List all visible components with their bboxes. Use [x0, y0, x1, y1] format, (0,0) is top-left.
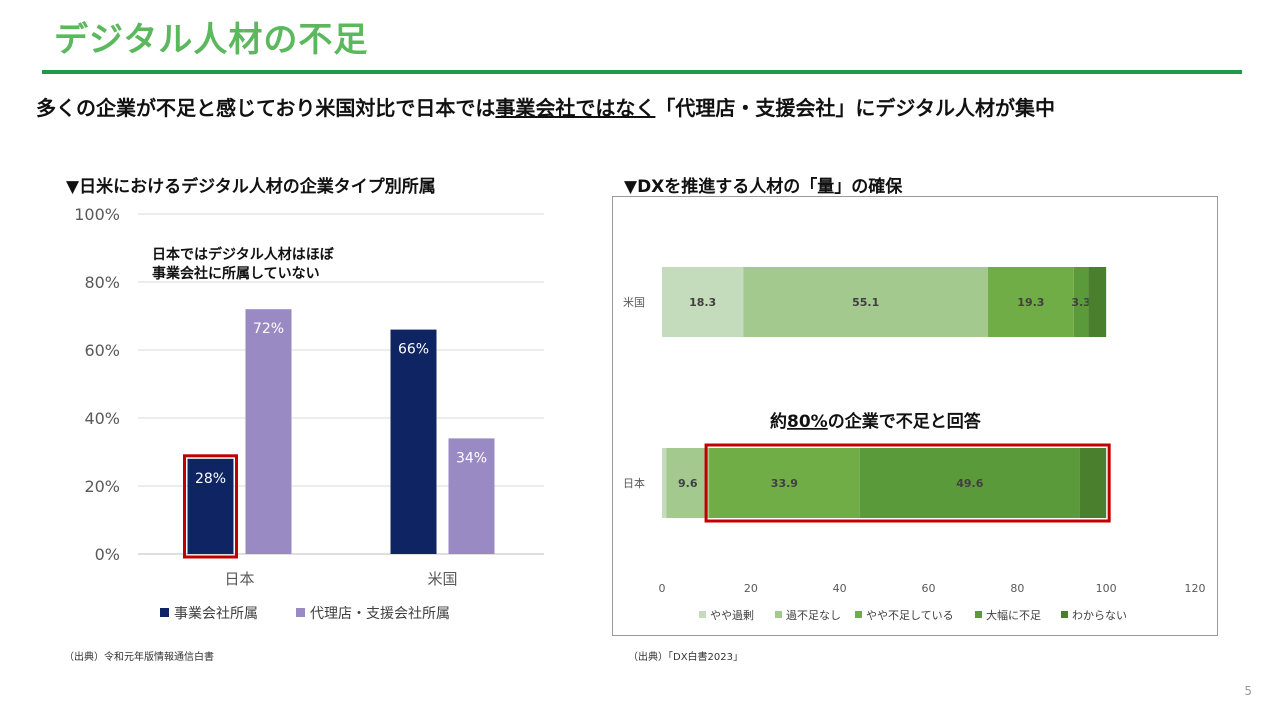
bar-data-label: 66%	[398, 342, 429, 358]
segment-data-label: 55.1	[852, 296, 879, 309]
x-tick-label: 120	[1185, 582, 1206, 595]
stacked-segment	[743, 267, 989, 337]
legend-swatch	[160, 608, 169, 617]
subtitle-part2: 「代理店・支援会社」にデジタル人材が集中	[655, 96, 1056, 120]
right-chart-heading: ▼DXを推進する人材の「量」の確保	[624, 177, 903, 197]
segment-data-label: 3.3	[1071, 296, 1091, 309]
highlight-box	[183, 454, 238, 559]
bar	[245, 309, 292, 554]
bar	[390, 329, 437, 554]
segment-data-label: 49.6	[956, 477, 983, 490]
y-tick-label: 40%	[84, 409, 120, 428]
callout-prefix: 約	[770, 411, 787, 432]
stacked-segment	[859, 448, 1080, 518]
callout-text: 約80%の企業で不足と回答	[770, 411, 982, 432]
bar	[187, 458, 234, 554]
legend-swatch	[296, 608, 305, 617]
right-source: （出典）「DX白書2023」	[628, 652, 743, 663]
legend-label: 大幅に不足	[986, 608, 1041, 622]
segment-data-label: 33.9	[771, 477, 798, 490]
legend-label: やや不足している	[866, 609, 954, 622]
stacked-segment	[662, 448, 667, 518]
legend-label: 過不足なし	[786, 609, 841, 622]
legend-swatch	[775, 611, 782, 618]
y-tick-label: 100%	[74, 205, 120, 224]
legend-label: 事業会社所属	[174, 606, 258, 622]
legend-swatch	[855, 611, 862, 618]
segment-data-label: 9.6	[678, 477, 698, 490]
page-title: デジタル人材の不足	[54, 20, 369, 60]
bar-data-label: 34%	[456, 450, 487, 466]
stacked-segment	[666, 448, 710, 518]
page-number: 5	[1244, 684, 1252, 698]
callout-underlined: 80%	[787, 412, 828, 432]
legend-swatch	[975, 611, 982, 618]
stacked-segment	[1073, 267, 1089, 337]
x-tick-label: 40	[833, 582, 847, 595]
stacked-segment	[662, 267, 744, 337]
y-tick-label: 60%	[84, 341, 120, 360]
subtitle-underlined: 事業会社ではなく	[495, 96, 656, 120]
segment-data-label: 18.3	[689, 296, 716, 309]
chart-annotation-line2: 事業会社に所属していない	[152, 265, 320, 282]
x-category-label: 日本	[224, 570, 254, 588]
chart-annotation-line1: 日本ではデジタル人材はほぼ	[152, 246, 335, 263]
page-subtitle: 多くの企業が不足と感じており米国対比で日本では事業会社ではなく「代理店・支援会社…	[36, 92, 1266, 121]
left-source: （出典）令和元年版情報通信白書	[64, 652, 214, 663]
x-tick-label: 20	[744, 582, 758, 595]
dx-chart-frame: 0 20 40 60 80 100 120 米国 18.3 55.1 19.3 3.3 日本 9.6 33.…	[612, 196, 1218, 636]
legend-label: やや過剰	[710, 609, 754, 622]
x-tick-label: 80	[1010, 582, 1024, 595]
stacked-segment	[1088, 267, 1107, 337]
affiliation-bar-chart: 0% 20% 40% 60% 80% 100% 日本 28% 72% 米国 66% 34% 日本ではデジ…	[74, 205, 544, 622]
segment-data-label: 19.3	[1017, 296, 1044, 309]
highlight-box	[704, 443, 1111, 523]
stacked-segment	[709, 448, 860, 518]
stacked-segment	[988, 267, 1074, 337]
bar-data-label: 72%	[253, 321, 284, 337]
legend-swatch	[699, 611, 706, 618]
title-divider	[42, 70, 1242, 74]
y-tick-label: 80%	[84, 273, 120, 292]
x-tick-label: 100	[1096, 582, 1117, 595]
bar-data-label: 28%	[195, 471, 226, 487]
subtitle-part1: 多くの企業が不足と感じており米国対比で日本では	[36, 96, 496, 120]
y-category-label: 日本	[623, 476, 645, 490]
callout-suffix: の企業で不足と回答	[828, 411, 982, 432]
x-tick-label: 60	[922, 582, 936, 595]
legend-label: 代理店・支援会社所属	[310, 606, 450, 622]
x-category-label: 米国	[427, 570, 457, 588]
stacked-segment	[1079, 448, 1107, 518]
dx-talent-stacked-chart: 0 20 40 60 80 100 120 米国 18.3 55.1 19.3 3.3 日本 9.6 33.…	[623, 267, 1206, 622]
x-tick-label: 0	[659, 582, 666, 595]
y-tick-label: 20%	[84, 477, 120, 496]
legend-label: わからない	[1072, 609, 1127, 622]
left-chart-heading: ▼日米におけるデジタル人材の企業タイプ別所属	[66, 177, 436, 197]
y-tick-label: 0%	[95, 545, 120, 564]
y-category-label: 米国	[623, 296, 645, 309]
legend-swatch	[1061, 611, 1068, 618]
bar	[448, 438, 495, 554]
